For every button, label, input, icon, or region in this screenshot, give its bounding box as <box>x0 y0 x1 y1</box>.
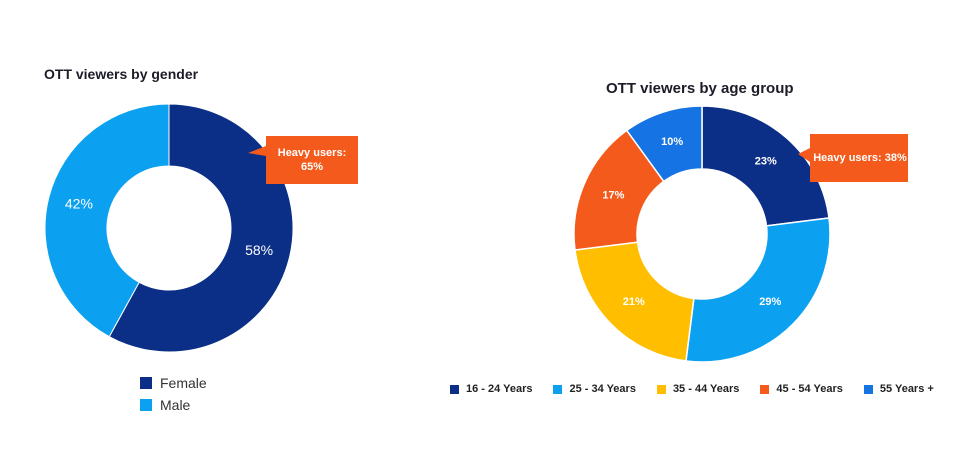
legend-label-45-54: 45 - 54 Years <box>776 383 843 395</box>
legend-item-25-34: 25 - 34 Years <box>553 383 636 395</box>
legend-swatch-45-54 <box>760 384 770 394</box>
legend-swatch-male <box>140 399 152 411</box>
legend-label-25-34: 25 - 34 Years <box>569 383 636 395</box>
legend-label-16-24: 16 - 24 Years <box>466 383 533 395</box>
legend-label-55-plus: 55 Years + <box>879 383 934 395</box>
gender-chart-panel: OTT viewers by gender 58% 42% Heavy users… <box>0 0 480 467</box>
gender-slice-male <box>44 103 170 338</box>
legend-item-55-plus: 55 Years + <box>863 383 934 395</box>
gender-donut-chart: 58% 42% <box>44 103 294 353</box>
legend-item-45-54: 45 - 54 Years <box>760 383 843 395</box>
gender-label-male: 42% <box>65 196 93 212</box>
legend-label-35-44: 35 - 44 Years <box>672 383 740 395</box>
age-slice-55-years <box>625 105 703 183</box>
age-label-16-24-years: 23% <box>755 156 777 168</box>
legend-swatch-16-24 <box>450 384 459 394</box>
age-chart-panel: OTT viewers by age group 23% 29% 21% 17% 10%… <box>450 0 973 467</box>
age-chart-title: OTT viewers by age group <box>606 80 794 97</box>
age-label-25-34-years: 29% <box>759 296 781 308</box>
legend-item-female: Female <box>140 372 207 394</box>
legend-swatch-35-44 <box>656 384 666 394</box>
gender-chart-title: OTT viewers by gender <box>44 66 199 82</box>
age-slice-16-24-years <box>701 105 830 227</box>
callout-shape <box>248 136 358 184</box>
legend-label-male: Male <box>160 397 191 413</box>
age-heavy-users-text: Heavy users: 38% <box>813 152 907 164</box>
age-donut-chart: 23% 29% 21% 17% 10% <box>573 105 831 363</box>
age-slice-35-44-years <box>574 241 695 362</box>
gender-label-female: 58% <box>245 242 273 258</box>
gender-heavy-users-text: Heavy users: 65% <box>277 147 347 173</box>
callout-shape <box>798 134 908 182</box>
legend-item-35-44: 35 - 44 Years <box>656 383 740 395</box>
legend-label-female: Female <box>160 375 207 391</box>
legend-item-male: Male <box>140 394 207 416</box>
gender-legend: Female Male <box>140 372 207 416</box>
age-label-55-years: 10% <box>661 136 683 148</box>
age-label-35-44-years: 21% <box>623 296 645 308</box>
age-slice-25-34-years <box>685 217 831 363</box>
gender-heavy-users-callout <box>248 136 358 184</box>
legend-item-16-24: 16 - 24 Years <box>450 383 532 395</box>
legend-swatch-55-plus <box>863 384 873 394</box>
age-legend: 16 - 24 Years 25 - 34 Years 35 - 44 Year… <box>450 383 955 395</box>
age-heavy-users-callout <box>798 134 908 182</box>
legend-swatch-25-34 <box>553 384 563 394</box>
legend-swatch-female <box>140 377 152 389</box>
age-label-45-54-years: 17% <box>602 190 624 202</box>
